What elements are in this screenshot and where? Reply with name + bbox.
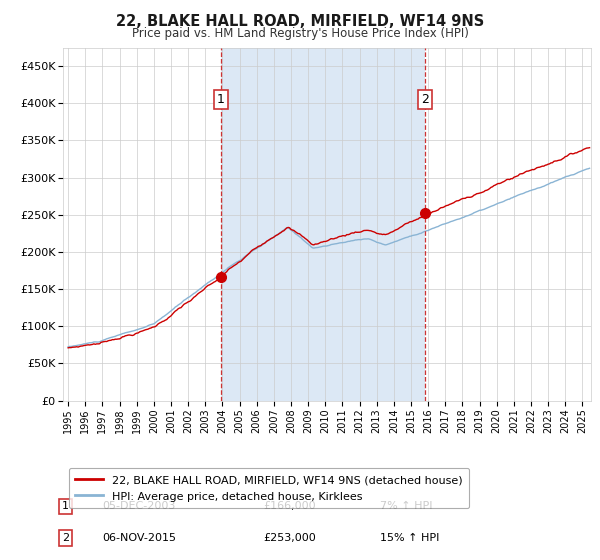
Text: 1: 1 — [217, 93, 225, 106]
Text: 22, BLAKE HALL ROAD, MIRFIELD, WF14 9NS: 22, BLAKE HALL ROAD, MIRFIELD, WF14 9NS — [116, 14, 484, 29]
Text: 7% ↑ HPI: 7% ↑ HPI — [380, 501, 432, 511]
Bar — [221, 48, 425, 400]
Text: 15% ↑ HPI: 15% ↑ HPI — [380, 533, 439, 543]
Text: 06-NOV-2015: 06-NOV-2015 — [103, 533, 176, 543]
Text: £253,000: £253,000 — [263, 533, 316, 543]
Legend: 22, BLAKE HALL ROAD, MIRFIELD, WF14 9NS (detached house), HPI: Average price, de: 22, BLAKE HALL ROAD, MIRFIELD, WF14 9NS … — [68, 468, 469, 508]
Text: 2: 2 — [421, 93, 430, 106]
Text: Price paid vs. HM Land Registry's House Price Index (HPI): Price paid vs. HM Land Registry's House … — [131, 27, 469, 40]
Text: 05-DEC-2003: 05-DEC-2003 — [103, 501, 176, 511]
Text: 1: 1 — [62, 501, 69, 511]
Text: 2: 2 — [62, 533, 69, 543]
Text: £166,000: £166,000 — [263, 501, 316, 511]
